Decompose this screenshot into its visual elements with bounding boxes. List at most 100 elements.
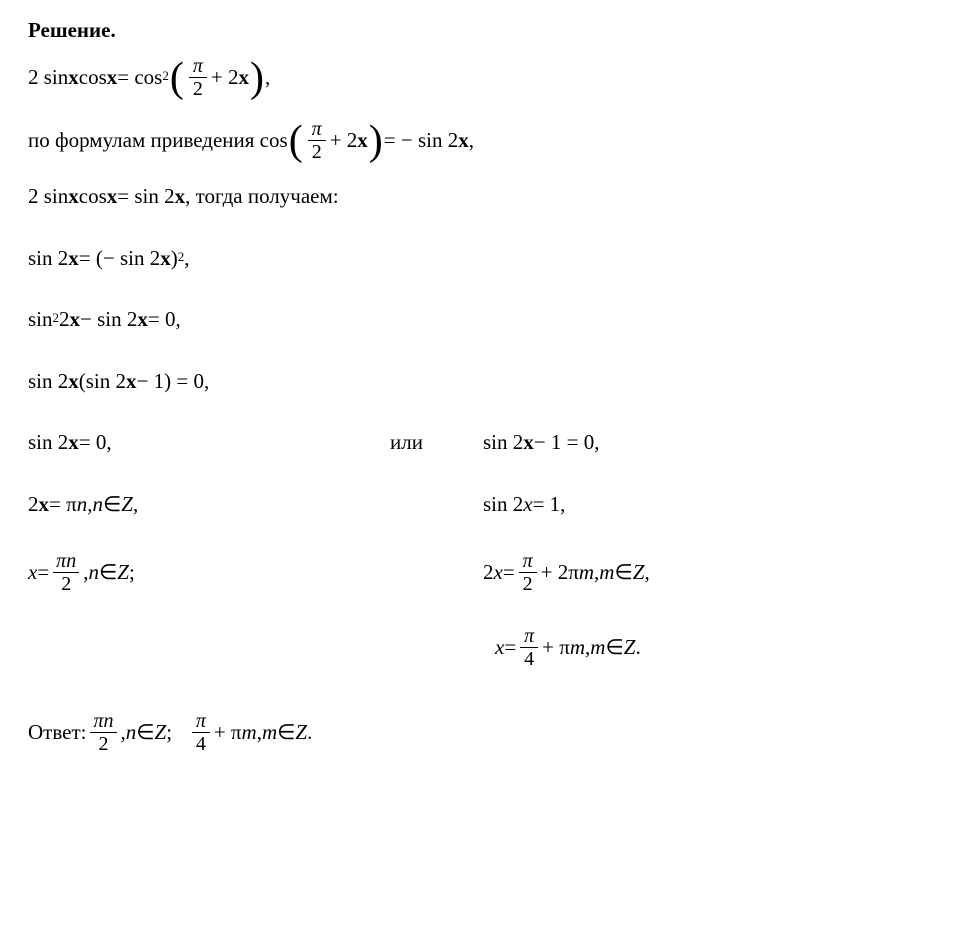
numerator: π — [520, 550, 536, 572]
text: sin 2 — [28, 243, 68, 275]
column-right: sin 2 x − 1 = 0, sin 2 x = 1, 2 x = π 2 … — [483, 427, 938, 700]
text: = — [504, 632, 516, 664]
fraction: π 2 — [308, 118, 326, 163]
var-x: x — [523, 489, 532, 521]
set-Z: Z — [155, 717, 167, 749]
text: − 1) = 0, — [137, 366, 210, 398]
set-Z: Z — [633, 557, 645, 589]
text: = cos — [117, 62, 162, 94]
var-x: x — [28, 557, 37, 589]
var-x: x — [107, 62, 118, 94]
set-Z: Z — [624, 632, 636, 664]
var-x: x — [494, 557, 503, 589]
in-symbol: ∈ — [99, 557, 117, 589]
text: = 0, — [79, 427, 112, 459]
denominator: 4 — [193, 733, 209, 755]
right-row-3: 2 x = π 2 + 2π m , m ∈ Z , — [483, 550, 938, 595]
text: , тогда получаем: — [185, 181, 339, 213]
var-x: x — [68, 427, 79, 459]
in-symbol: ∈ — [614, 557, 632, 589]
answer-line: Ответ: πn 2 , n ∈ Z ; π 4 + π m , m ∈ Z … — [28, 710, 938, 755]
var-x: x — [126, 366, 137, 398]
fraction: π 2 — [519, 550, 537, 595]
numerator: π — [190, 55, 206, 77]
var-x: x — [68, 62, 79, 94]
var-x: x — [238, 62, 249, 94]
fraction: πn 2 — [90, 710, 116, 755]
var-x: x — [160, 243, 171, 275]
text: = π — [49, 489, 77, 521]
in-symbol: ∈ — [605, 632, 623, 664]
text: + 2π — [541, 557, 579, 589]
var-n: n — [92, 489, 103, 521]
comma: , — [184, 243, 189, 275]
left-paren: ( — [288, 120, 304, 162]
equation-line-1: 2 sin x cos x = cos 2 ( π 2 + 2 x ) , — [28, 55, 938, 100]
semicolon: ; — [129, 557, 135, 589]
equation-line-2: по формулам приведения cos ( π 2 + 2 x )… — [28, 118, 938, 163]
numerator: π — [193, 710, 209, 732]
denominator: 2 — [95, 733, 111, 755]
denominator: 4 — [521, 648, 537, 670]
text: = − sin 2 — [384, 125, 458, 157]
text: sin 2 — [28, 427, 68, 459]
text: cos — [79, 62, 107, 94]
equation-line-6: sin 2 x (sin 2 x − 1) = 0, — [28, 366, 938, 398]
text: sin 2 — [483, 427, 523, 459]
var-n: n — [77, 489, 88, 521]
text: по формулам приведения cos — [28, 125, 288, 157]
var-x: x — [357, 125, 368, 157]
denominator: 2 — [190, 78, 206, 100]
var-m: m — [570, 632, 585, 664]
text: 2 — [483, 557, 494, 589]
text: 2 sin — [28, 62, 68, 94]
var-x: x — [107, 181, 118, 213]
text: (sin 2 — [79, 366, 126, 398]
fraction: π 4 — [520, 625, 538, 670]
text: + π — [214, 717, 242, 749]
right-paren: ) — [249, 57, 265, 99]
superscript: 2 — [162, 66, 169, 86]
in-symbol: ∈ — [136, 717, 154, 749]
equation-line-5: sin 2 2 x − sin 2 x = 0, — [28, 304, 938, 336]
right-row-2: sin 2 x = 1, — [483, 489, 938, 521]
fraction: π 4 — [192, 710, 210, 755]
text: − 1 = 0, — [534, 427, 600, 459]
text: + 2 — [330, 125, 358, 157]
left-row-3: x = πn 2 , n ∈ Z ; — [28, 550, 483, 595]
denominator: 2 — [520, 573, 536, 595]
var-n: n — [126, 717, 137, 749]
text: = — [37, 557, 49, 589]
var-x: x — [137, 304, 148, 336]
right-row-1: sin 2 x − 1 = 0, — [483, 427, 938, 459]
superscript: 2 — [178, 247, 185, 267]
text: = 0, — [148, 304, 181, 336]
left-row-1: sin 2 x = 0, или — [28, 427, 483, 459]
left-paren: ( — [169, 57, 185, 99]
set-Z: Z — [295, 717, 307, 749]
fraction: πn 2 — [53, 550, 79, 595]
numerator: π — [521, 625, 537, 647]
column-left: sin 2 x = 0, или 2 x = π n , n ∈ Z , x = — [28, 427, 483, 700]
var-x: x — [68, 366, 79, 398]
var-x: x — [70, 304, 81, 336]
set-Z: Z — [121, 489, 133, 521]
var-x: x — [523, 427, 534, 459]
var-x: x — [175, 181, 186, 213]
heading: Решение. — [28, 18, 938, 43]
comma: , — [644, 557, 649, 589]
var-m: m — [590, 632, 605, 664]
numerator: πn — [90, 710, 116, 732]
comma: , — [469, 125, 474, 157]
in-symbol: ∈ — [103, 489, 121, 521]
equation-line-3: 2 sin x cos x = sin 2 x , тогда получаем… — [28, 181, 938, 213]
semicolon: ; — [166, 717, 188, 749]
dot: . — [307, 717, 312, 749]
comma: , — [133, 489, 138, 521]
text: 2 — [28, 489, 39, 521]
text: + 2 — [211, 62, 239, 94]
text: sin 2 — [483, 489, 523, 521]
text: = sin 2 — [117, 181, 174, 213]
text: ) — [171, 243, 178, 275]
or-label: или — [390, 427, 483, 459]
